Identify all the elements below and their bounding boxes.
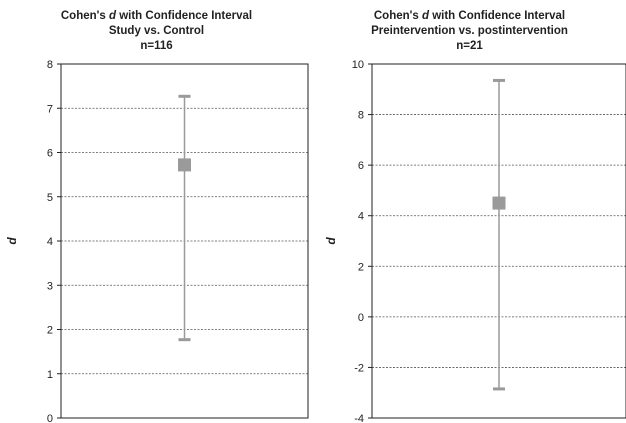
y-tick-label: 2 — [47, 325, 53, 337]
chart-title-right: Cohen's d with Confidence Interval Prein… — [313, 9, 626, 54]
chart-subtitle-right: Preintervention vs. postintervention — [371, 25, 568, 37]
point-estimate-marker — [178, 158, 191, 172]
y-tick-label: 4 — [358, 211, 364, 223]
chart-panel-right: Cohen's d with Confidence Interval Prein… — [313, 0, 626, 423]
plot-frame — [371, 63, 626, 419]
chart-title-line1: Cohen's d with Confidence Interval — [0, 9, 313, 24]
y-tick-label: 0 — [358, 312, 364, 324]
y-tick-label: 3 — [47, 280, 53, 292]
y-tick-label: 8 — [358, 110, 364, 122]
title-variable: d — [421, 10, 430, 22]
y-axis-label: d — [324, 237, 338, 245]
title-prefix: Cohen's — [373, 10, 422, 22]
title-variable: d — [108, 10, 117, 22]
y-tick-label: 7 — [47, 103, 53, 115]
y-tick-label: 4 — [47, 236, 53, 248]
y-axis-label: d — [5, 237, 19, 245]
chart-title-line1: Cohen's d with Confidence Interval — [313, 9, 626, 24]
title-suffix: with Confidence Interval — [429, 10, 566, 22]
title-suffix: with Confidence Interval — [116, 10, 253, 22]
sample-size-label-right: n=21 — [456, 40, 483, 52]
y-tick-label: -4 — [354, 413, 364, 423]
y-tick-label: -2 — [354, 362, 364, 374]
chart-panel-left: Cohen's d with Confidence Interval Study… — [0, 9, 313, 423]
chart-title-left: Cohen's d with Confidence Interval Study… — [0, 9, 313, 54]
chart-subtitle-left: Study vs. Control — [108, 25, 205, 37]
y-tick-label: 6 — [358, 160, 364, 172]
sample-size-label-left: n=116 — [140, 40, 173, 52]
y-tick-label: 8 — [47, 59, 53, 71]
y-tick-label: 1 — [47, 369, 53, 381]
point-estimate-marker — [492, 196, 506, 210]
plot-frame — [60, 63, 309, 419]
y-tick-label: 0 — [47, 413, 53, 423]
y-tick-label: 10 — [352, 59, 364, 71]
y-tick-label: 6 — [47, 148, 53, 160]
title-prefix: Cohen's — [60, 10, 109, 22]
chart-svg-right: -4 -2 0 2 4 6 8 10 d — [324, 59, 626, 423]
y-tick-label: 5 — [47, 192, 53, 204]
chart-svg-left: 0 1 2 3 4 5 6 7 8 d — [5, 59, 309, 423]
y-tick-label: 2 — [358, 261, 364, 273]
